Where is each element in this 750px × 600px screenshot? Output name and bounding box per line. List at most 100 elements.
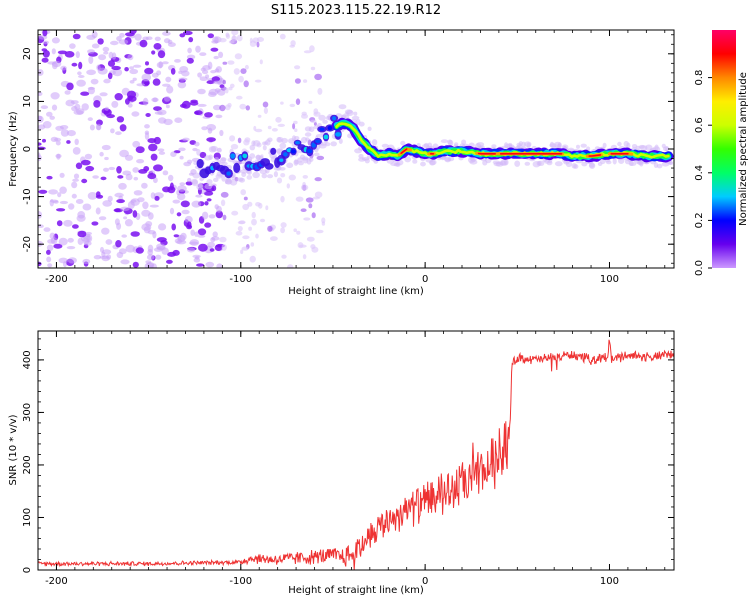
- spectrogram-blob: [46, 256, 52, 263]
- spectrogram-blob: [234, 53, 243, 60]
- spectrogram-blob: [162, 186, 171, 193]
- spectrogram-blob: [71, 193, 77, 199]
- spectrogram-blob: [87, 86, 96, 90]
- spectrogram-blob: [304, 132, 312, 137]
- spectrogram-blob: [196, 263, 205, 267]
- spectrogram-blob: [288, 174, 296, 181]
- spectrogram-blob: [104, 106, 110, 111]
- spectrogram-blob: [166, 85, 174, 94]
- spectrogram-blob: [237, 137, 242, 144]
- spectrogram-blob: [662, 146, 669, 152]
- spectrogram-blob: [626, 142, 631, 149]
- spectrogram-blob: [134, 33, 142, 41]
- spectrogram-blob: [189, 101, 199, 106]
- spectrogram-blob: [82, 258, 91, 265]
- spectrogram-blob: [302, 156, 309, 161]
- spectrogram-blob: [300, 184, 309, 191]
- spectrogram-blob: [308, 203, 313, 209]
- spectrogram-blob: [80, 91, 90, 96]
- spectrogram-blob: [364, 158, 370, 164]
- spectrogram-blob: [143, 226, 151, 234]
- spectrogram-blob: [335, 132, 342, 137]
- spectrogram-blob: [194, 110, 203, 116]
- spectrogram-blob: [242, 153, 248, 159]
- spectrogram-blob: [580, 143, 587, 148]
- y-tick-label: 10: [22, 95, 33, 108]
- spectrogram-blob: [106, 254, 112, 260]
- spectrogram-blob: [76, 79, 86, 87]
- spectrogram-blob: [318, 143, 327, 149]
- spectrogram-blob: [81, 178, 88, 184]
- spectrogram-blob: [172, 249, 180, 256]
- spectrogram-blob: [135, 247, 144, 254]
- spectrogram-blob: [266, 174, 274, 179]
- spectrogram-blob: [251, 218, 257, 226]
- spectrogram-blob: [281, 137, 288, 144]
- spectrogram-blob: [57, 192, 62, 198]
- spectrogram-blob: [51, 48, 56, 55]
- spectrogram-blob: [110, 128, 115, 134]
- spectrogram-blob: [179, 155, 184, 160]
- spectrogram-blob: [196, 158, 204, 169]
- spectrogram-blob: [294, 78, 301, 84]
- spectrogram-blob: [322, 119, 328, 124]
- spectrogram-blob: [235, 231, 243, 236]
- spectrogram-blob: [233, 68, 240, 75]
- spectrogram-blob: [191, 200, 202, 208]
- spectrogram-blob: [167, 42, 176, 47]
- spectrogram-blob: [303, 50, 312, 54]
- spectrogram-blob: [245, 105, 250, 111]
- spectrogram-blob: [280, 173, 286, 178]
- spectrogram-blob: [107, 60, 116, 67]
- spectrogram-blob: [116, 199, 125, 204]
- spectrogram-blob: [118, 39, 129, 45]
- spectrogram-blob: [286, 183, 290, 189]
- spectrogram-blob: [98, 54, 107, 61]
- spectrogram-blob: [311, 246, 319, 253]
- spectrogram-blob: [254, 79, 262, 83]
- spectrogram-blob: [64, 90, 71, 95]
- spectrogram-blob: [297, 161, 304, 166]
- spectrogram-blob: [264, 163, 274, 170]
- spectrogram-blob: [150, 153, 158, 161]
- spectrogram-blob: [293, 120, 298, 125]
- spectrogram-blob: [259, 59, 263, 65]
- spectrogram-blob: [628, 162, 637, 167]
- spectrogram-blob: [252, 171, 260, 179]
- spectrogram-blob: [187, 221, 192, 228]
- snr-x-ticks: -200 -100 0 100: [37, 331, 666, 587]
- spectrogram-blob: [211, 185, 217, 192]
- spectrogram-blob: [469, 159, 478, 165]
- spectrogram-blob: [133, 190, 143, 196]
- spectrogram-blob: [143, 81, 150, 86]
- spectrogram-blob: [514, 160, 521, 167]
- spectrogram-blob: [103, 51, 109, 55]
- spectrogram-y-label: Frequency (Hz): [8, 111, 19, 187]
- spectrogram-blob: [149, 204, 159, 208]
- spectrogram-blob: [208, 154, 213, 160]
- spectrogram-blob: [173, 234, 179, 238]
- spectrogram-blob: [141, 182, 148, 189]
- spectrogram-blob: [211, 40, 219, 44]
- spectrogram-blob: [96, 64, 101, 71]
- spectrogram-blob: [213, 80, 223, 85]
- spectrogram-blob: [239, 103, 247, 110]
- spectrogram-blob: [181, 209, 190, 215]
- spectrogram-blob: [192, 172, 201, 179]
- spectrogram-blob: [87, 49, 95, 54]
- spectrogram-blob: [656, 163, 663, 169]
- spectrogram-blob: [654, 144, 659, 151]
- spectrogram-blob: [305, 137, 310, 142]
- spectrogram-blob: [101, 227, 110, 235]
- spectrogram-blob: [38, 142, 42, 146]
- spectrogram-blob: [132, 261, 139, 268]
- spectrogram-blob: [280, 101, 284, 105]
- spectrogram-blob: [602, 142, 607, 149]
- spectrogram-blob: [170, 151, 177, 157]
- spectrogram-blob: [261, 173, 268, 179]
- spectrogram-blob: [210, 145, 219, 152]
- spectrogram-blob: [185, 181, 193, 186]
- y-tick-label: 0: [22, 146, 33, 152]
- spectrogram-blob: [310, 66, 316, 71]
- spectrogram-blob: [255, 233, 259, 239]
